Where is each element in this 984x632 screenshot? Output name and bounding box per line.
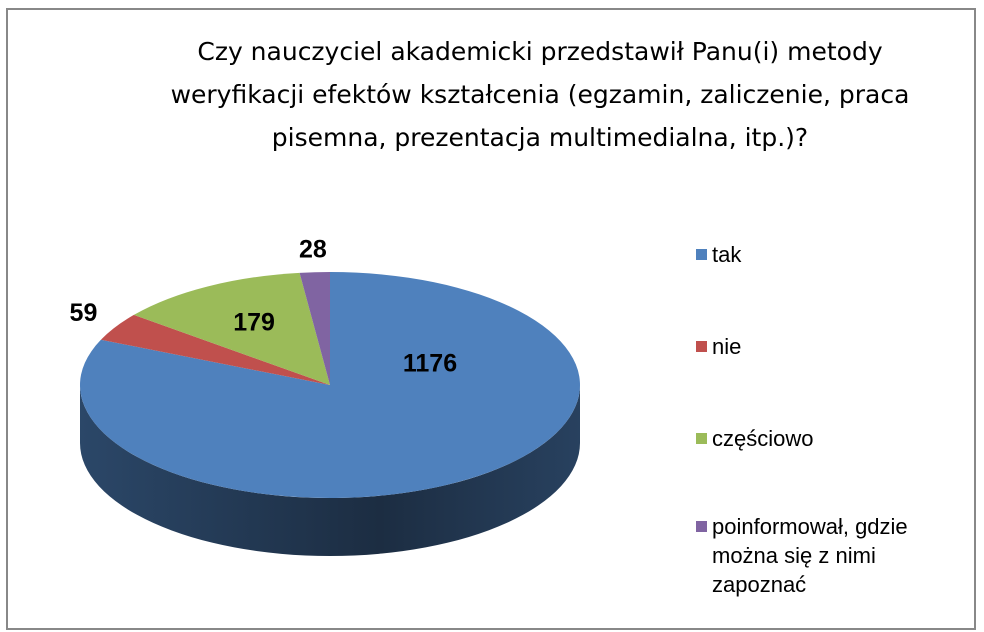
slice-side: [80, 385, 580, 556]
data-label: 59: [70, 299, 98, 327]
legend-swatch: [696, 249, 707, 260]
data-label: 1176: [403, 350, 457, 378]
data-label: 179: [233, 309, 275, 337]
legend-label: częściowo: [712, 426, 814, 451]
legend-entry: nie: [696, 332, 972, 361]
data-label: 28: [299, 235, 327, 263]
chart-title: Czy nauczyciel akademicki przedstawił Pa…: [170, 37, 910, 152]
legend-entry: częściowo: [696, 424, 972, 453]
legend-label: nie: [712, 334, 742, 359]
legend-swatch: [696, 433, 707, 444]
legend-swatch: [696, 521, 707, 532]
legend-entry: poinformował, gdzie można się z nimi zap…: [696, 512, 972, 599]
slice: [100, 314, 330, 385]
legend-label: tak: [712, 242, 742, 267]
legend-swatch: [696, 341, 707, 352]
legend-entry: tak: [696, 240, 972, 269]
legend-label: poinformował, gdzie można się z nimi zap…: [712, 514, 908, 597]
slice: [133, 272, 330, 385]
slice: [299, 272, 330, 385]
